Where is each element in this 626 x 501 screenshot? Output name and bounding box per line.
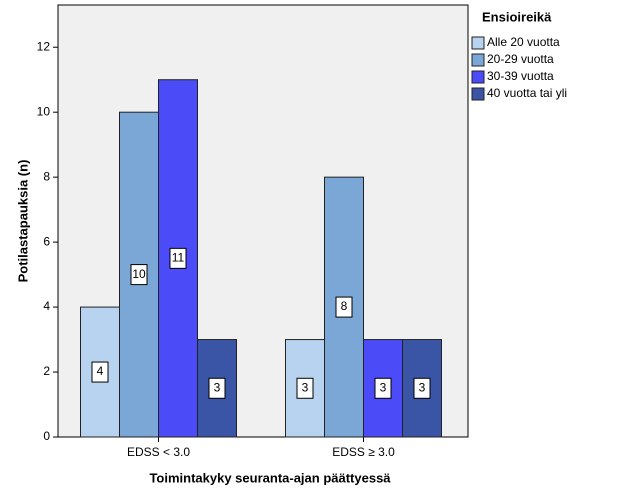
y-tick-label: 6 <box>43 234 50 248</box>
value-label-box <box>130 264 148 286</box>
value-label: 8 <box>341 299 348 313</box>
x-axis-label: Toimintakyky seuranta-ajan päättyessä <box>149 470 391 485</box>
value-label-box <box>413 377 431 399</box>
value-label: 11 <box>172 251 185 265</box>
y-tick-label: 12 <box>37 39 51 53</box>
legend-swatch <box>471 70 485 84</box>
value-label: 10 <box>132 267 146 281</box>
x-tick-label: EDSS < 3.0 <box>127 445 190 459</box>
y-tick-label: 8 <box>43 169 50 183</box>
value-label: 4 <box>97 364 104 378</box>
legend-label: 30-39 vuotta <box>487 69 554 83</box>
value-label: 3 <box>380 380 387 394</box>
value-label-box <box>374 377 392 399</box>
legend-swatch <box>471 87 485 101</box>
value-label-box <box>296 377 314 399</box>
value-label: 3 <box>419 380 426 394</box>
legend-swatch <box>471 36 485 50</box>
value-label-box <box>208 377 226 399</box>
y-axis-label: Potilastapauksia (n) <box>15 160 30 283</box>
legend-swatch <box>471 53 485 67</box>
bar <box>285 339 325 438</box>
value-label-box <box>169 247 187 269</box>
value-label: 3 <box>302 380 309 394</box>
y-tick-label: 2 <box>43 364 50 378</box>
legend-label: Alle 20 vuotta <box>487 35 560 49</box>
value-label-box <box>335 296 353 318</box>
value-label: 3 <box>214 380 221 394</box>
value-label-box <box>91 361 109 383</box>
legend-label: 20-29 vuotta <box>487 52 554 66</box>
y-tick-label: 10 <box>37 104 51 118</box>
y-tick-label: 4 <box>43 299 50 313</box>
y-tick-label: 0 <box>43 429 50 443</box>
legend-label: 40 vuotta tai yli <box>487 86 567 100</box>
legend-title: Ensioireikä <box>482 9 552 24</box>
x-tick-label: EDSS ≥ 3.0 <box>332 445 395 459</box>
